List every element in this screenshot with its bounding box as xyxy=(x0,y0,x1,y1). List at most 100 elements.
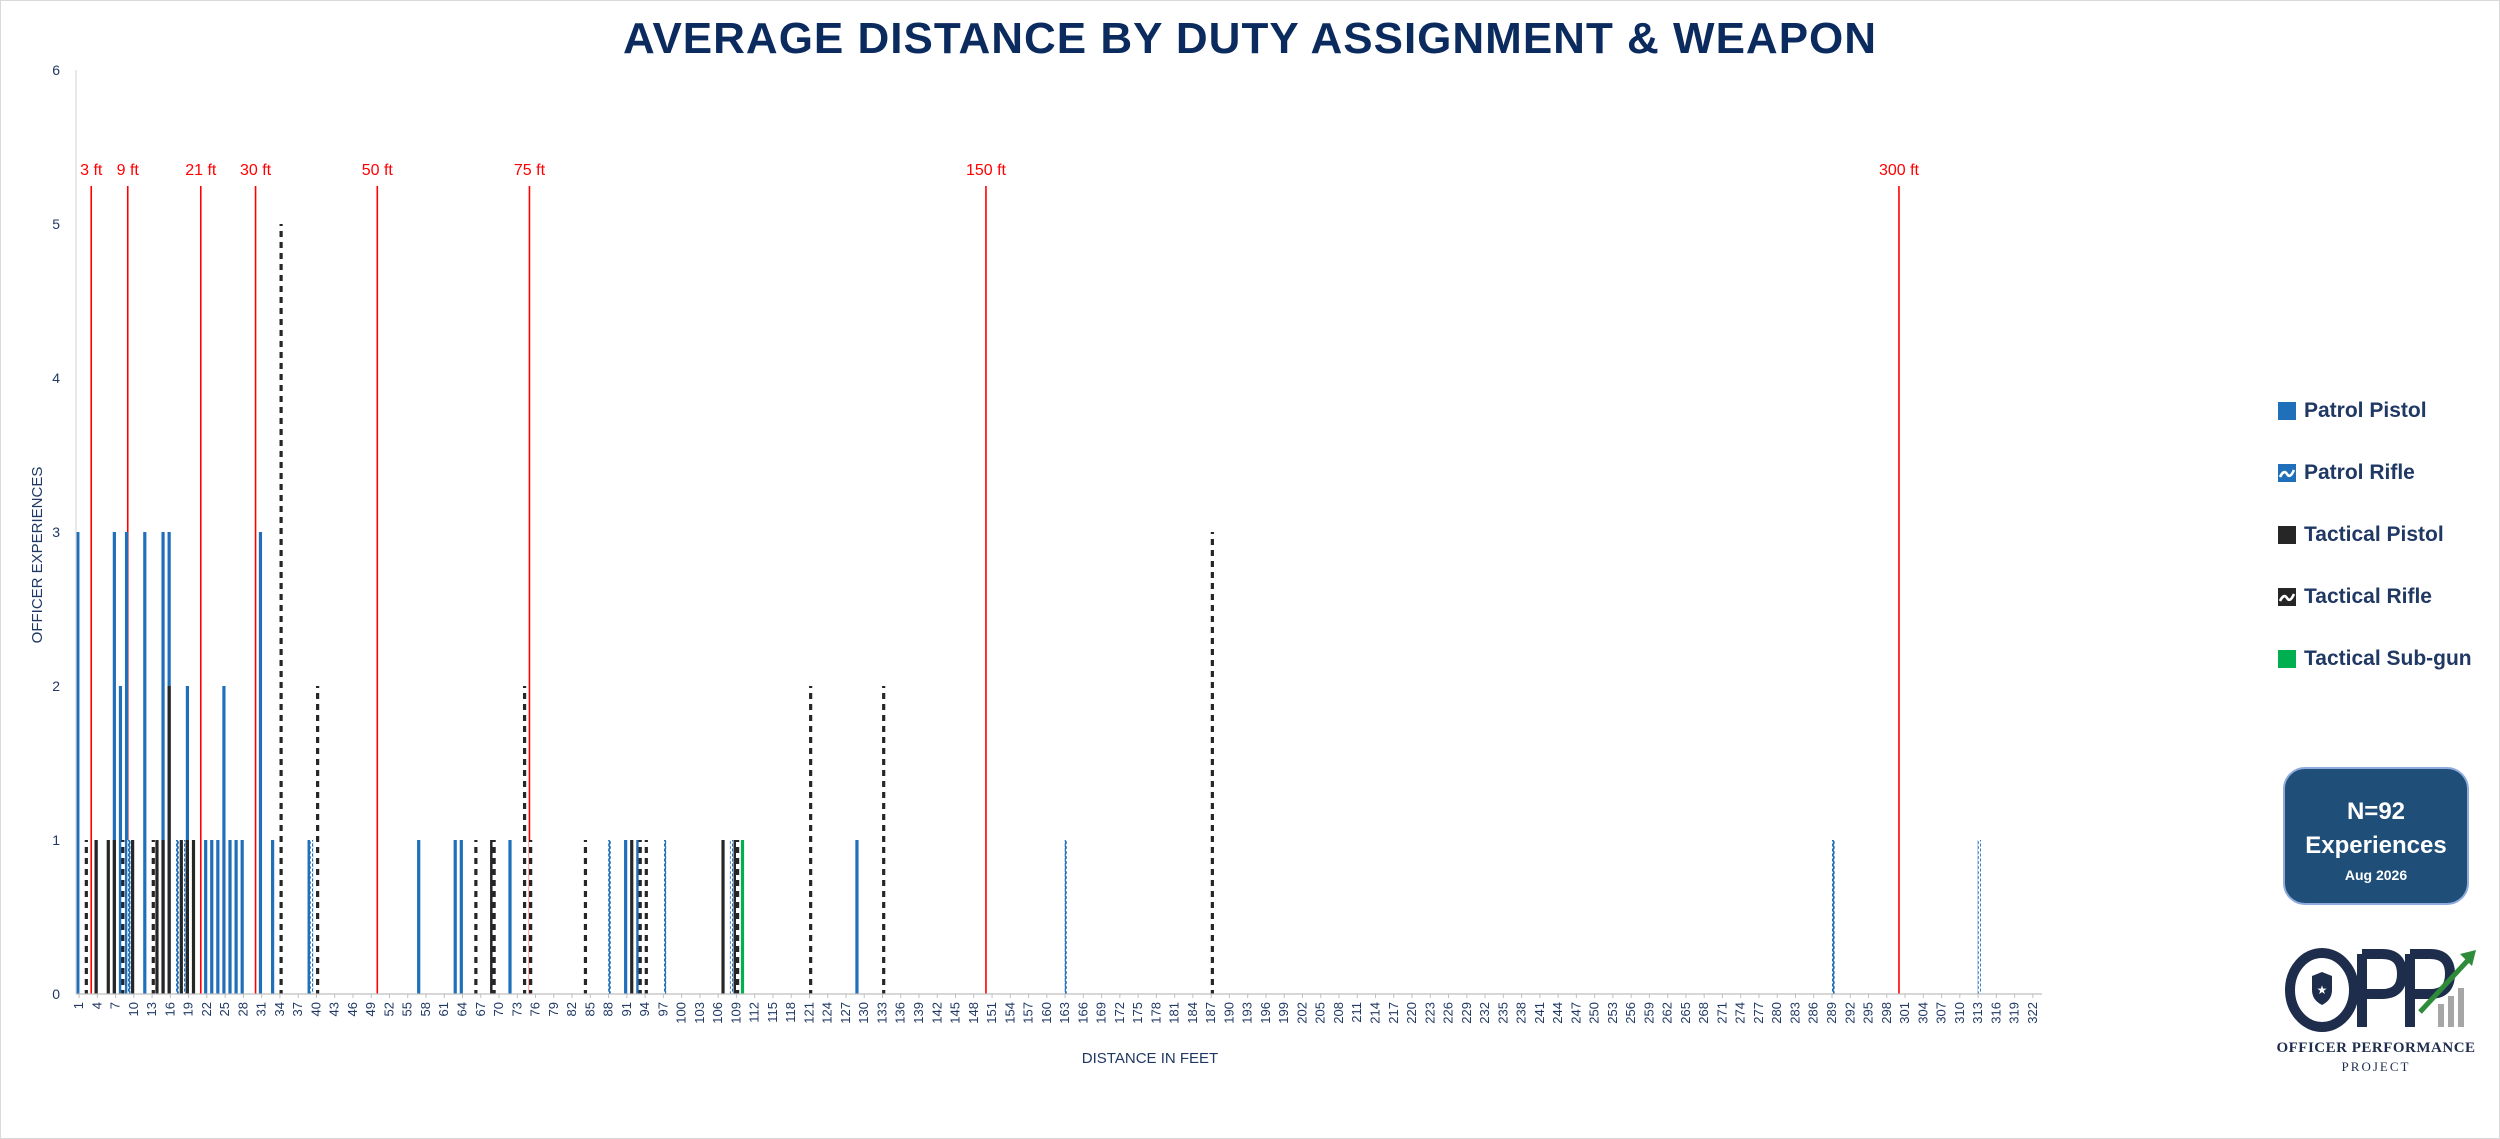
bar xyxy=(222,686,226,994)
x-tick-label: 271 xyxy=(1714,1002,1729,1024)
x-tick-label: 13 xyxy=(144,1002,159,1016)
x-tick-label: 82 xyxy=(564,1002,579,1016)
legend-swatch-tactical-pistol xyxy=(2278,526,2296,544)
x-tick-label: 148 xyxy=(966,1002,981,1024)
x-tick-label: 322 xyxy=(2025,1002,2040,1024)
x-tick-label: 226 xyxy=(1441,1002,1456,1024)
x-tick-label: 268 xyxy=(1696,1002,1711,1024)
x-tick-label: 229 xyxy=(1459,1002,1474,1024)
x-tick-label: 4 xyxy=(89,1002,104,1009)
opp-logo: ★ xyxy=(2285,948,2476,1032)
x-tick-label: 193 xyxy=(1240,1002,1255,1024)
x-tick-label: 25 xyxy=(217,1002,232,1016)
bar xyxy=(882,686,886,994)
x-axis-title: DISTANCE IN FEET xyxy=(1082,1050,1218,1067)
bar xyxy=(216,840,220,994)
bar xyxy=(638,840,642,994)
x-tick-label: 256 xyxy=(1623,1002,1638,1024)
reference-label: 150 ft xyxy=(966,162,1007,179)
x-tick-label: 7 xyxy=(108,1002,123,1009)
bars-layer xyxy=(76,224,1981,994)
x-tick-label: 214 xyxy=(1368,1002,1383,1024)
logo-caption: OFFICER PERFORMANCE PROJECT xyxy=(2270,1040,2482,1075)
x-tick-label: 85 xyxy=(582,1002,597,1016)
bar xyxy=(112,840,116,994)
bar xyxy=(121,840,125,994)
x-tick-label: 16 xyxy=(162,1002,177,1016)
badge-count: N=92 xyxy=(2346,798,2406,825)
bar xyxy=(1064,840,1068,994)
x-tick-label: 262 xyxy=(1660,1002,1675,1024)
reference-labels: 3 ft 9 ft 21 ft 30 ft 50 ft 75 ft 150 ft 300 ft xyxy=(80,162,1919,179)
x-tick-label: 142 xyxy=(929,1002,944,1024)
y-tick-label: 6 xyxy=(52,62,60,78)
x-tick-label: 52 xyxy=(381,1002,396,1016)
bar xyxy=(124,532,129,994)
x-tick-label: 106 xyxy=(710,1002,725,1024)
x-tick-label: 235 xyxy=(1495,1002,1510,1024)
x-tick-label: 166 xyxy=(1075,1002,1090,1024)
bar xyxy=(210,840,214,994)
x-tick-label: 112 xyxy=(747,1002,762,1023)
legend-label-tactical-rifle: Tactical Rifle xyxy=(2304,585,2432,608)
x-tick-label: 22 xyxy=(199,1002,214,1016)
bar xyxy=(721,840,725,994)
x-tick-label: 88 xyxy=(601,1002,616,1016)
bar xyxy=(624,840,628,994)
bar xyxy=(127,840,131,994)
x-tick-label: 232 xyxy=(1477,1002,1492,1024)
badge-label: Experiences xyxy=(2305,832,2447,859)
bar xyxy=(167,686,171,994)
x-tick-label: 223 xyxy=(1422,1002,1437,1024)
x-tick-label: 151 xyxy=(984,1002,999,1024)
y-tick-label: 0 xyxy=(52,986,60,1002)
x-tick-label: 307 xyxy=(1934,1002,1949,1024)
chart-title: AVERAGE DISTANCE BY DUTY ASSIGNMENT & WE… xyxy=(622,14,1878,63)
legend-item-tactical-pistol: Tactical Pistol xyxy=(2278,504,2472,566)
x-tick-label: 289 xyxy=(1824,1002,1839,1024)
x-tick-label: 19 xyxy=(181,1002,196,1016)
logo-line-1: OFFICER PERFORMANCE xyxy=(2276,1040,2476,1056)
x-tick-label: 169 xyxy=(1094,1002,1109,1024)
bar xyxy=(522,686,527,994)
x-tick-label: 199 xyxy=(1276,1002,1291,1024)
x-tick-label: 121 xyxy=(801,1002,816,1024)
x-tick-label: 79 xyxy=(546,1002,561,1016)
logo-line-2: PROJECT xyxy=(2341,1059,2411,1074)
legend-item-tactical-rifle: Tactical Rifle xyxy=(2278,566,2472,628)
x-tick-label: 247 xyxy=(1568,1002,1583,1024)
x-tick-label: 37 xyxy=(290,1002,305,1016)
x-tick-label: 91 xyxy=(619,1002,634,1016)
bar xyxy=(307,840,311,994)
bar xyxy=(492,840,496,994)
y-tick-label: 2 xyxy=(52,678,60,694)
reference-label: 30 ft xyxy=(240,162,272,179)
bar xyxy=(453,840,457,994)
bar xyxy=(855,840,859,994)
x-tick-label: 211 xyxy=(1349,1002,1364,1023)
bar xyxy=(729,840,734,994)
bar xyxy=(131,840,135,994)
x-tick-label: 130 xyxy=(856,1002,871,1024)
x-tick-label: 49 xyxy=(363,1002,378,1016)
bar xyxy=(155,840,159,994)
legend-swatch-patrol-rifle xyxy=(2278,464,2296,482)
bar xyxy=(630,840,634,994)
bar xyxy=(809,686,813,994)
legend-swatch-tactical-subgun xyxy=(2278,650,2296,668)
x-tick-label: 319 xyxy=(2007,1002,2022,1024)
badge-date: Aug 2026 xyxy=(2344,867,2408,883)
x-tick-label: 127 xyxy=(838,1002,853,1024)
reference-label: 9 ft xyxy=(117,162,140,179)
x-tick-label: 304 xyxy=(1915,1002,1930,1024)
x-tick-label: 160 xyxy=(1039,1002,1054,1024)
bar xyxy=(234,840,238,994)
x-tick-label: 76 xyxy=(528,1002,543,1016)
bar xyxy=(258,532,263,994)
legend: Patrol Pistol Patrol Rifle Tactical Pist… xyxy=(2278,380,2472,690)
bar xyxy=(240,840,244,994)
x-tick-label: 244 xyxy=(1550,1002,1565,1024)
x-tick-label: 184 xyxy=(1185,1002,1200,1024)
x-tick-label: 124 xyxy=(820,1002,835,1024)
